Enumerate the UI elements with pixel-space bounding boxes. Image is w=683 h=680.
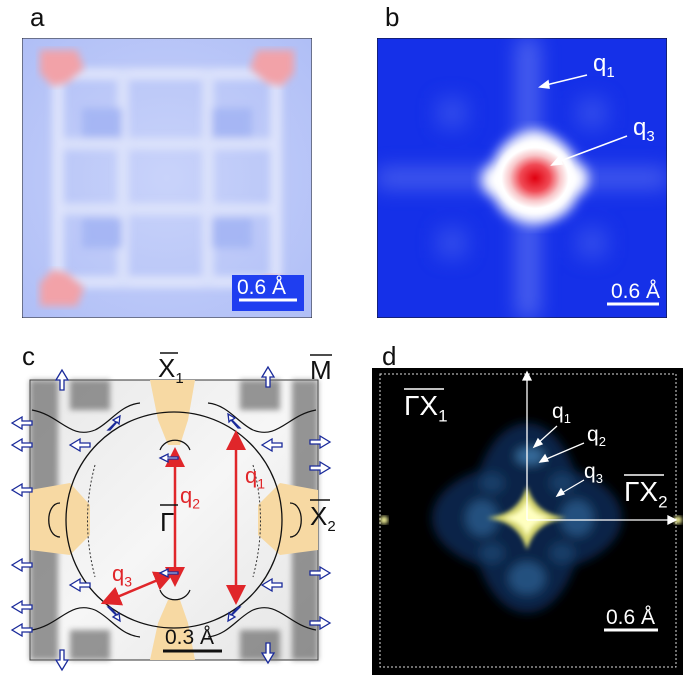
panel-d-gx1-label: ΓX1 [404,390,448,426]
panel-c-label: c [22,341,35,371]
panel-c-q3-vector [100,571,175,606]
panel-b-q3-arrow [554,135,628,164]
panel-c-m-label: M [310,355,332,385]
panel-c-x1-label: X1 [158,353,184,388]
panel-c-q3-label: q3 [112,561,133,590]
panel-b-label: b [385,2,400,32]
panel-b-map: q1 q3 0.6 Å [376,37,668,319]
panel-b-q1-arrow [541,74,588,87]
panel-a-map: 0.6 Å [21,37,313,319]
panel-c-q2-label: q2 [180,483,201,512]
panel-c-gamma-label: Γ [160,507,175,537]
panel-c-orange-patches [30,380,318,660]
panel-c-spin-arrows [10,365,332,672]
panel-c-brillouin-zone: X1 M X2 Γ q1 q2 q3 0.3 Å [0,345,360,675]
panel-c-x2-label: X2 [310,501,336,536]
panel-d-label: d [382,341,397,371]
panel-c-fermi-contour [65,411,283,629]
panel-d-q2-label: q2 [587,423,606,450]
panel-d-gx2-label: ΓX2 [624,476,668,512]
panel-b-q1-label: q1 [593,50,615,81]
panel-d-scale-label: 0.6 Å [606,606,656,629]
panel-b-q3-label: q3 [633,114,655,145]
panel-a-scale-label: 0.6 Å [237,276,287,299]
panel-a-label: a [30,2,45,32]
panel-c-q1-label: q1 [245,463,266,492]
panel-d-qpi-map: ΓX1 ΓX2 q1 q2 q3 0.6 Å [372,368,683,675]
panel-b-center-peak [493,140,577,216]
panel-b-scale-label: 0.6 Å [611,280,661,303]
panel-c-scale-label: 0.3 Å [165,626,215,649]
panel-d-q1-label: q1 [552,400,571,427]
panel-d-q3-label: q3 [584,460,603,487]
panel-a-scale-bar-box [232,275,304,311]
